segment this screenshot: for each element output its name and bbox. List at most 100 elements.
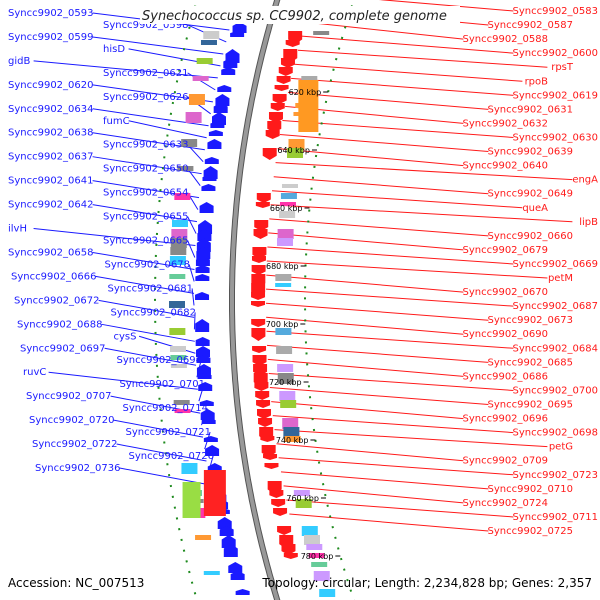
left-gene-label: Syncc9902_0642 xyxy=(8,200,94,211)
leader-line xyxy=(116,443,207,462)
left-gene-label: Syncc9902_0655 xyxy=(103,212,189,223)
right-gene-label: Syncc9902_0588 xyxy=(463,34,549,45)
forward-gene-arrow xyxy=(215,94,230,106)
tick-label: 660 kbp xyxy=(270,204,303,213)
forward-gene-arrow xyxy=(217,517,232,529)
forward-gene-arrow xyxy=(221,67,236,75)
forward-gene-arrow xyxy=(196,247,211,259)
right-gene-label: Syncc9902_0698 xyxy=(513,428,599,439)
accession-text: Accession: NC_007513 xyxy=(8,576,144,590)
leader-line xyxy=(33,60,218,79)
leader-line xyxy=(193,312,196,330)
leader-line xyxy=(305,21,464,40)
reverse-gene-arrow xyxy=(268,112,283,123)
leader-line xyxy=(191,288,195,306)
right-gene-label: Syncc9902_0660 xyxy=(488,231,574,242)
right-gene-label: Syncc9902_0690 xyxy=(463,329,549,340)
right-gene-label: Syncc9902_0725 xyxy=(488,526,574,537)
leader-line xyxy=(286,499,514,518)
forward-annotation-block xyxy=(181,463,198,474)
right-gene-label: Syncc9902_0632 xyxy=(463,118,549,129)
forward-gene-arrow xyxy=(195,319,210,332)
leader-line xyxy=(287,91,489,110)
left-gene-label: cysS xyxy=(114,331,137,342)
reverse-gene-arrow xyxy=(276,76,291,84)
right-gene-label: Syncc9902_0709 xyxy=(463,456,549,467)
forward-annotation-block xyxy=(174,409,191,413)
leader-line xyxy=(266,344,489,363)
right-gene-label: Syncc9902_0723 xyxy=(513,470,599,481)
forward-gene-arrow xyxy=(202,175,217,181)
forward-gene-arrow xyxy=(200,409,215,420)
leader-line xyxy=(268,232,464,251)
tick-label: 700 kbp xyxy=(266,320,299,329)
leader-line xyxy=(188,264,195,282)
reverse-annotation-block xyxy=(276,346,293,354)
leader-line xyxy=(275,162,573,181)
reverse-annotation-block xyxy=(308,553,325,558)
leader-line xyxy=(276,443,464,462)
forward-annotation-block xyxy=(170,355,187,360)
forward-gene-arrow xyxy=(207,139,222,149)
right-gene-label: rpsT xyxy=(551,62,574,73)
leader-line xyxy=(265,302,489,321)
right-gene-label: Syncc9902_0684 xyxy=(513,343,599,354)
forward-gene-arrow xyxy=(198,220,213,234)
leader-line xyxy=(33,228,196,247)
forward-gene-arrow xyxy=(228,562,243,573)
forward-annotation-block xyxy=(177,166,194,171)
right-gene-label: Syncc9902_0724 xyxy=(463,498,549,509)
large-forward-block xyxy=(203,470,226,516)
leader-line xyxy=(92,251,195,270)
forward-annotation-block xyxy=(170,238,187,248)
right-gene-label: Syncc9902_0700 xyxy=(513,385,599,396)
forward-gene-arrow xyxy=(230,31,245,37)
left-gene-label: Syncc9902_0672 xyxy=(14,295,100,306)
leader-line xyxy=(187,216,197,234)
forward-gene-arrow xyxy=(198,382,213,391)
feature-tracks xyxy=(154,0,355,600)
backbone-arc xyxy=(230,0,280,600)
forward-gene-arrow xyxy=(201,418,216,424)
reverse-gene-arrow xyxy=(256,193,271,203)
leader-line xyxy=(128,120,207,139)
large-forward-annotation xyxy=(182,482,201,518)
reverse-gene-arrow xyxy=(281,544,296,555)
reverse-gene-arrow xyxy=(274,85,289,91)
right-gene-label: lipB xyxy=(579,217,598,228)
left-gene-label: Syncc9902_0620 xyxy=(8,80,94,91)
left-gene-label: Syncc9902_0722 xyxy=(32,439,118,450)
left-gene-label: Syncc9902_0701 xyxy=(120,379,206,390)
forward-annotation-block xyxy=(196,58,213,64)
leader-line xyxy=(291,77,514,96)
left-gene-label: Syncc9902_0593 xyxy=(8,8,94,19)
forward-annotation-block xyxy=(169,274,186,279)
right-gene-label: Syncc9902_0630 xyxy=(513,132,599,143)
leader-line xyxy=(270,204,573,223)
forward-gene-arrow xyxy=(197,373,212,379)
forward-gene-arrow xyxy=(210,121,225,128)
left-gene-label: Syncc9902_0714 xyxy=(123,403,209,414)
reverse-annotation-block xyxy=(281,184,298,188)
forward-gene-arrow xyxy=(213,103,228,113)
forward-gene-arrow xyxy=(201,184,216,191)
forward-gene-arrow xyxy=(235,589,250,595)
forward-annotation-block xyxy=(203,571,220,575)
forward-gene-arrow xyxy=(205,445,220,456)
reverse-annotation-block xyxy=(277,373,294,384)
reverse-annotation-block xyxy=(279,202,296,206)
leader-line xyxy=(268,372,514,391)
leader-line xyxy=(297,49,548,68)
large-reverse-block xyxy=(298,80,319,132)
leader-line xyxy=(266,260,548,279)
leader-line xyxy=(279,134,489,153)
leader-line xyxy=(104,347,197,366)
forward-annotation-block xyxy=(188,94,205,105)
right-gene-label: rpoB xyxy=(525,76,549,87)
left-gene-label: Syncc9902_0633 xyxy=(103,140,189,151)
forward-gene-arrow xyxy=(195,274,210,281)
left-gene-label: Syncc9902_0654 xyxy=(103,188,189,199)
leader-line xyxy=(269,218,489,237)
